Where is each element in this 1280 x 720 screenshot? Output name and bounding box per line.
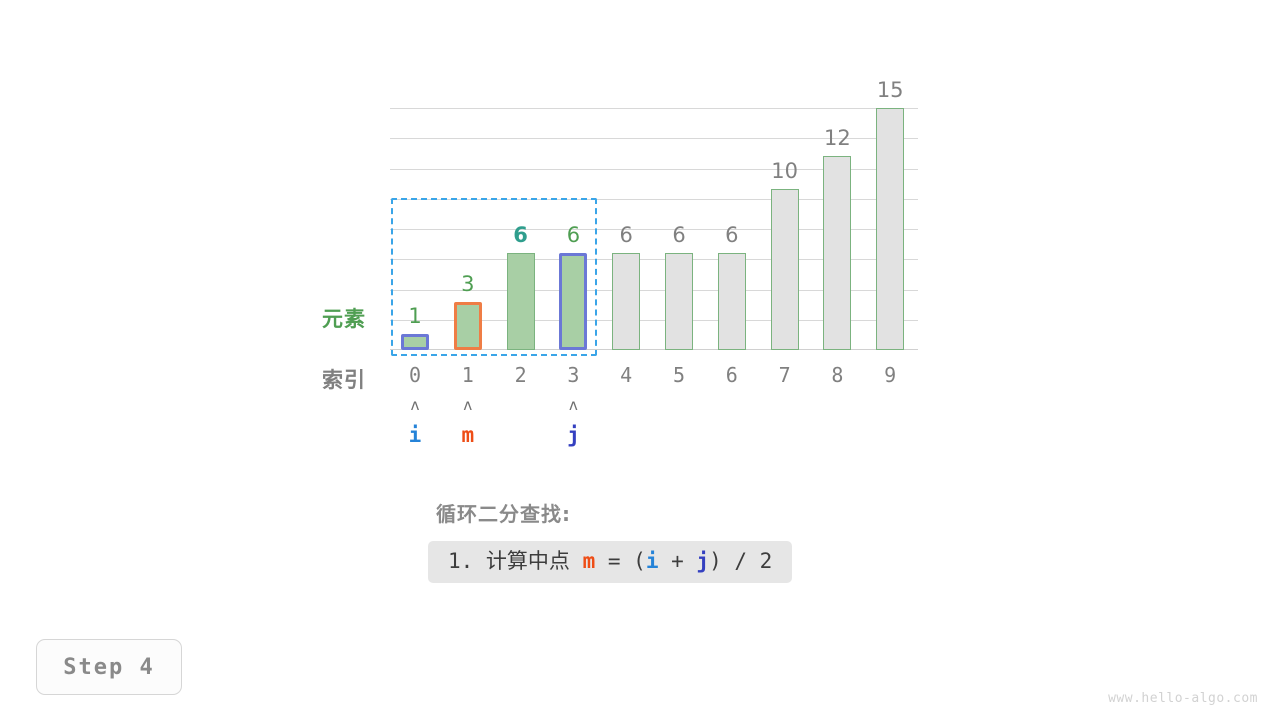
value-label-9: 15	[876, 78, 904, 102]
index-label-0: 0	[408, 363, 422, 387]
bar-6	[717, 253, 746, 350]
gridline	[390, 108, 918, 109]
pointer-caret-j: ʌ	[568, 396, 578, 414]
index-label-7: 7	[778, 363, 791, 387]
bar-7	[770, 188, 799, 350]
step-badge: Step 4	[36, 639, 182, 695]
value-label-7: 10	[771, 158, 798, 183]
value-label-2: 6	[513, 223, 528, 248]
index-label-4: 4	[620, 363, 633, 387]
code-suffix: ) / 2	[709, 549, 773, 573]
bar-1	[453, 301, 482, 350]
code-variable-i: i	[645, 549, 659, 573]
index-label-1: 1	[461, 363, 474, 387]
gridline	[390, 199, 918, 200]
gridline	[390, 138, 918, 139]
search-range-box	[391, 198, 598, 356]
pointer-caret-i: ʌ	[410, 396, 420, 414]
pointer-caret-m: ʌ	[463, 396, 473, 414]
index-label-2: 2	[514, 363, 527, 387]
value-label-3: 6	[566, 223, 581, 248]
pointer-label-j: j	[567, 423, 580, 447]
index-label-6: 6	[725, 363, 738, 387]
row-label-elements: 元素	[322, 307, 366, 331]
gridline	[390, 259, 918, 260]
pointer-label-i: i	[408, 423, 422, 447]
bar-3	[559, 253, 588, 350]
code-equals: = (	[595, 549, 646, 573]
value-label-0: 1	[408, 303, 422, 328]
gridline	[390, 290, 918, 291]
value-label-4: 6	[619, 223, 633, 248]
value-label-1: 3	[461, 271, 475, 296]
index-label-5: 5	[672, 363, 686, 387]
index-label-8: 8	[831, 363, 844, 387]
bar-9	[876, 108, 905, 350]
bar-0	[401, 333, 429, 350]
value-label-5: 6	[672, 223, 686, 248]
bar-chart	[390, 108, 918, 356]
code-step-line: 1. 计算中点 m = (i + j) / 2	[428, 541, 793, 584]
watermark: www.hello-algo.com	[1108, 691, 1258, 706]
value-label-8: 12	[824, 126, 851, 151]
gridline	[390, 169, 918, 170]
value-label-6: 6	[725, 223, 739, 248]
code-variable-j: j	[696, 549, 710, 573]
caption-heading: 循环二分查找:	[436, 502, 571, 526]
code-plus: +	[658, 549, 697, 573]
gridline	[390, 229, 918, 230]
code-prefix: 1. 计算中点	[448, 549, 583, 573]
pointer-label-m: m	[461, 423, 475, 447]
row-label-index: 索引	[322, 368, 366, 392]
bar-5	[665, 253, 693, 350]
bar-2	[506, 253, 535, 350]
bar-4	[612, 253, 641, 350]
code-variable-m: m	[582, 549, 596, 573]
index-label-9: 9	[884, 363, 897, 387]
gridline	[390, 320, 918, 321]
index-label-3: 3	[567, 363, 580, 387]
bar-8	[823, 156, 852, 350]
axis-baseline	[390, 349, 918, 350]
